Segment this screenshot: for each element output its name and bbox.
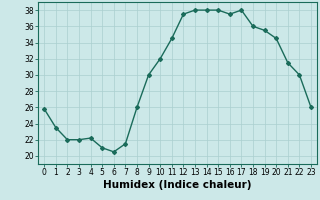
X-axis label: Humidex (Indice chaleur): Humidex (Indice chaleur) <box>103 180 252 190</box>
